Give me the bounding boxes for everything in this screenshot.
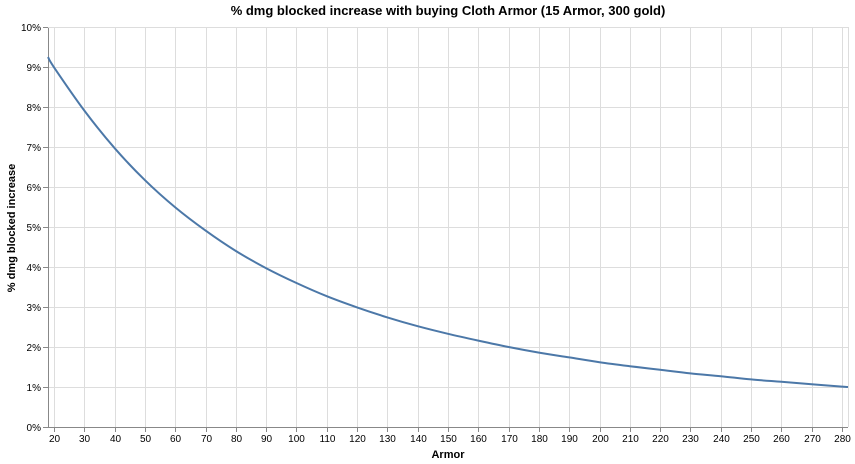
series-line xyxy=(47,56,849,388)
y-tick-label: 0% xyxy=(27,423,42,434)
y-tick-label: 2% xyxy=(27,343,42,354)
y-tick-label: 3% xyxy=(27,303,42,314)
x-tick-label: 250 xyxy=(743,434,760,445)
x-tick-label: 90 xyxy=(261,434,273,445)
x-tick-label: 220 xyxy=(652,434,669,445)
x-tick-label: 260 xyxy=(773,434,790,445)
y-tick-label: 1% xyxy=(27,383,42,394)
x-tick-label: 60 xyxy=(170,434,182,445)
y-tick-label: 5% xyxy=(27,223,42,234)
y-tick-label: 7% xyxy=(27,143,42,154)
x-axis-title: Armor xyxy=(431,449,465,461)
x-tick-label: 170 xyxy=(501,434,518,445)
chart-title: % dmg blocked increase with buying Cloth… xyxy=(231,3,666,18)
x-tick-label: 110 xyxy=(320,434,336,445)
x-tick-label: 190 xyxy=(561,434,578,445)
x-tick-label: 80 xyxy=(231,434,243,445)
x-tick-label: 130 xyxy=(379,434,396,445)
x-tick-label: 120 xyxy=(349,434,366,445)
x-tick-label: 140 xyxy=(410,434,427,445)
x-tick-label: 200 xyxy=(592,434,609,445)
y-axis-title: % dmg blocked increase xyxy=(6,164,18,292)
x-tick-label: 100 xyxy=(288,434,305,445)
x-tick-label: 230 xyxy=(682,434,699,445)
y-tick-label: 10% xyxy=(21,23,41,34)
y-axis-ticks: 0% 1% 2% 3% 4% 5% 6% 7% 8% 9% 10% xyxy=(21,23,48,434)
y-tick-label: 9% xyxy=(27,63,42,74)
grid xyxy=(48,27,848,428)
x-tick-label: 180 xyxy=(531,434,548,445)
x-tick-label: 270 xyxy=(804,434,821,445)
x-tick-label: 280 xyxy=(834,434,851,445)
x-tick-label: 30 xyxy=(79,434,91,445)
y-tick-label: 4% xyxy=(27,263,42,274)
x-tick-label: 70 xyxy=(201,434,213,445)
y-tick-label: 8% xyxy=(27,103,42,114)
x-tick-label: 20 xyxy=(49,434,61,445)
y-tick-label: 6% xyxy=(27,183,42,194)
x-tick-label: 40 xyxy=(110,434,122,445)
x-tick-label: 150 xyxy=(440,434,457,445)
x-tick-label: 160 xyxy=(470,434,487,445)
x-tick-label: 240 xyxy=(713,434,730,445)
x-tick-label: 210 xyxy=(622,434,639,445)
x-tick-label: 50 xyxy=(140,434,152,445)
series-group xyxy=(47,56,849,388)
x-axis-ticks: 20 30 40 50 60 70 80 90 100 110 120 130 140 150 160 170… xyxy=(49,427,851,445)
